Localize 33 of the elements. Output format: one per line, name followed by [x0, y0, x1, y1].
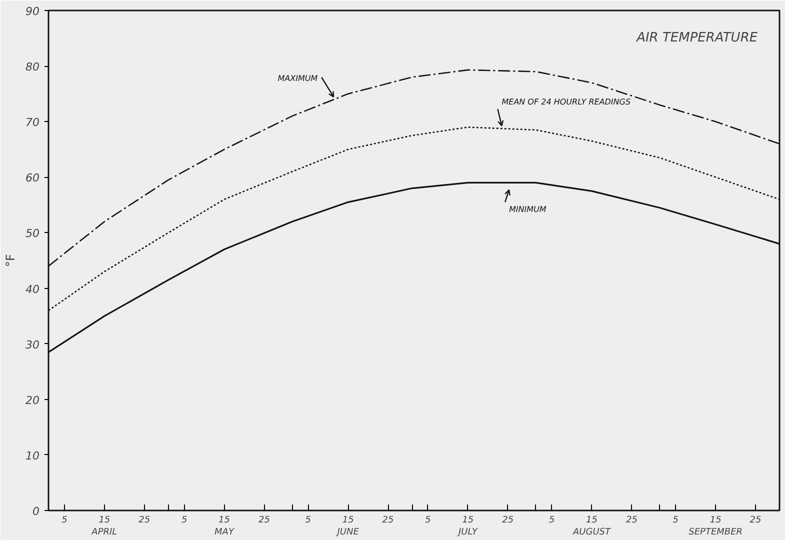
x-tick-label: 25 [626, 516, 638, 526]
x-tick-label: 5 [425, 516, 432, 526]
y-tick-label: 10 [26, 449, 40, 462]
x-tick-label: 15 APRIL [90, 516, 118, 538]
x-tick-label: 5 [62, 516, 68, 526]
y-tick-label: 30 [26, 338, 40, 352]
x-tick-label: 25 [258, 516, 270, 526]
y-tick-label: 20 [26, 394, 40, 407]
x-tick-label: 15 AUGUST [572, 516, 612, 538]
legend-label: MINIMUM [509, 204, 546, 214]
y-tick-label: 80 [26, 60, 40, 74]
x-tick-label: 15 MAY [214, 516, 236, 538]
x-tick-label: 25 [138, 516, 150, 526]
y-tick-label: 60 [26, 172, 40, 185]
y-tick-label: 70 [26, 116, 40, 130]
y-tick-label: 50 [26, 227, 40, 240]
y-axis-title: °F [4, 254, 18, 267]
x-tick-label: 15 SEPTEMBER [688, 516, 743, 538]
x-tick-label: 25 [502, 516, 514, 526]
y-tick-label: 90 [26, 5, 40, 18]
x-tick-label: 15 JULY [456, 516, 479, 538]
text: MAXIMUM [278, 74, 318, 83]
x-tick-label: 25 [750, 516, 762, 526]
x-tick-label: 25 [382, 516, 394, 526]
y-tick-label: 40 [26, 282, 40, 296]
text: AIR TEMPERATURE [636, 30, 758, 46]
y-tick-label: 0 [32, 505, 40, 518]
x-tick-label: 5 [548, 516, 555, 526]
x-tick-label: 5 [181, 516, 188, 526]
x-tick-label: 15 JUNE [335, 516, 360, 538]
text: MEAN OF 24 HOURLY READINGS [502, 97, 631, 106]
x-tick-label: 5 [672, 516, 679, 526]
x-tick-label: 5 [305, 516, 312, 526]
